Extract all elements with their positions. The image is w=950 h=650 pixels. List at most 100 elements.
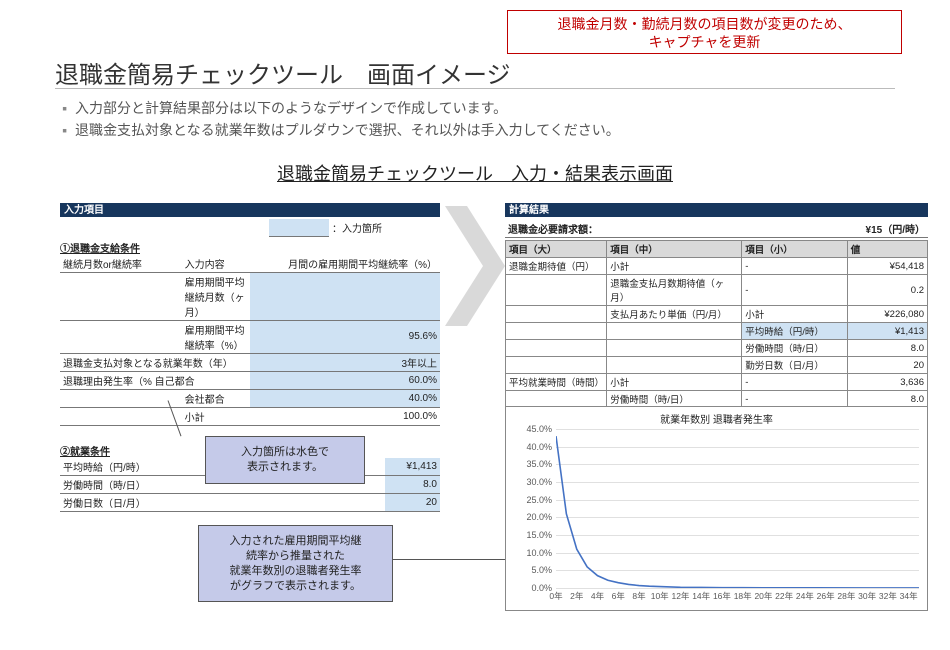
- result-cell: [506, 391, 607, 408]
- result-cell: -: [742, 275, 848, 306]
- x-axis-label: 28年: [837, 590, 855, 602]
- callout2-connector: [393, 559, 506, 560]
- s1-h3: 月間の雇用期間平均継続率（%）: [250, 255, 440, 273]
- x-axis-label: 22年: [775, 590, 793, 602]
- row-subtotal-label: 小計: [182, 407, 250, 425]
- row-cont-months-val[interactable]: [250, 272, 440, 320]
- subheading: 退職金簡易チェックツール 入力・結果表示画面: [0, 160, 950, 186]
- y-axis-label: 15.0%: [526, 530, 552, 540]
- y-axis-label: 10.0%: [526, 548, 552, 558]
- result-cell: 勤労日数（日/月）: [742, 357, 848, 374]
- x-axis-label: 14年: [692, 590, 710, 602]
- x-axis-label: 0年: [549, 590, 562, 602]
- result-cell: 小計: [742, 306, 848, 323]
- result-cell: [506, 340, 607, 357]
- result-cell: 20: [847, 357, 927, 374]
- result-cell: 労働時間（時/日）: [607, 391, 742, 408]
- callout-chart: 入力された雇用期間平均継 続率から推量された 就業年数別の退職者発生率 がグラフ…: [198, 525, 393, 602]
- result-cell: [607, 357, 742, 374]
- callout2-l4: がグラフで表示されます。: [209, 579, 382, 594]
- result-cell: ¥226,080: [847, 306, 927, 323]
- y-axis-label: 35.0%: [526, 459, 552, 469]
- x-axis-label: 20年: [754, 590, 772, 602]
- row-reason-self-label: 退職理由発生率（% 自己都合: [60, 371, 250, 389]
- intro-bullets: 入力部分と計算結果部分は以下のようなデザインで作成しています。 退職金支払対象と…: [75, 97, 620, 142]
- result-cell: [506, 323, 607, 340]
- result-cell: 退職金支払月数期待値（ヶ月）: [607, 275, 742, 306]
- x-axis-label: 8年: [632, 590, 645, 602]
- result-cell: [506, 275, 607, 306]
- callout1-l2: 表示されます。: [216, 460, 354, 475]
- row-wage-val[interactable]: ¥1,413: [385, 458, 440, 476]
- y-axis-label: 5.0%: [531, 565, 552, 575]
- result-cell: 平均時給（円/時）: [742, 323, 848, 340]
- req-value: ¥15（円/時）: [866, 221, 925, 236]
- notice-line2: キャプチャを更新: [508, 33, 901, 51]
- result-cell: ¥1,413: [847, 323, 927, 340]
- s1-h2: 入力内容: [182, 255, 250, 273]
- result-cell: 小計: [607, 374, 742, 391]
- col-small: 項目（小）: [742, 241, 848, 258]
- retirement-rate-chart: 就業年数別 退職者発生率 0.0%5.0%10.0%15.0%20.0%25.0…: [505, 406, 928, 611]
- x-axis-label: 34年: [900, 590, 918, 602]
- result-cell: 8.0: [847, 391, 927, 408]
- section1-title: ①退職金支給条件: [60, 240, 440, 255]
- bullet-1: 入力部分と計算結果部分は以下のようなデザインで作成しています。: [75, 97, 620, 119]
- row-cont-rate-label: 雇用期間平均継続率（%）: [182, 320, 250, 353]
- x-axis-label: 6年: [612, 590, 625, 602]
- row-reason-corp-val[interactable]: 40.0%: [250, 389, 440, 407]
- result-header: 計算結果: [505, 203, 928, 217]
- result-cell: [607, 323, 742, 340]
- x-axis-label: 12年: [671, 590, 689, 602]
- row-days-label: 労働日数（日/月）: [60, 493, 385, 511]
- row-reason-self-val[interactable]: 60.0%: [250, 371, 440, 389]
- notice-line1: 退職金月数・勤続月数の項目数が変更のため、: [508, 15, 901, 33]
- callout2-l1: 入力された雇用期間平均継: [209, 534, 382, 549]
- callout2-l3: 就業年数別の退職者発生率: [209, 564, 382, 579]
- result-cell: [506, 357, 607, 374]
- row-hours-val[interactable]: 8.0: [385, 475, 440, 493]
- x-axis-label: 2年: [570, 590, 583, 602]
- result-cell: 退職金期待値（円）: [506, 258, 607, 275]
- x-axis-label: 30年: [858, 590, 876, 602]
- x-axis-label: 4年: [591, 590, 604, 602]
- result-cell: 0.2: [847, 275, 927, 306]
- row-pay-years-label: 退職金支払対象となる就業年数（年）: [60, 353, 250, 371]
- legend-label: ：入力箇所: [329, 219, 440, 236]
- y-axis-label: 40.0%: [526, 442, 552, 452]
- y-axis-label: 45.0%: [526, 424, 552, 434]
- callout-input-color: 入力箇所は水色で 表示されます。: [205, 436, 365, 484]
- row-pay-years-val[interactable]: 3年以上: [250, 353, 440, 371]
- y-axis-label: 20.0%: [526, 512, 552, 522]
- bullet-2: 退職金支払対象となる就業年数はプルダウンで選択、それ以外は手入力してください。: [75, 119, 620, 141]
- col-large: 項目（大）: [506, 241, 607, 258]
- x-axis-label: 26年: [817, 590, 835, 602]
- result-cell: -: [742, 391, 848, 408]
- result-cell: -: [742, 258, 848, 275]
- result-cell: 小計: [607, 258, 742, 275]
- notice-box: 退職金月数・勤続月数の項目数が変更のため、 キャプチャを更新: [507, 10, 902, 54]
- x-axis-label: 10年: [651, 590, 669, 602]
- callout2-l2: 続率から推量された: [209, 549, 382, 564]
- x-axis-label: 18年: [734, 590, 752, 602]
- col-val: 値: [847, 241, 927, 258]
- result-cell: 労働時間（時/日）: [742, 340, 848, 357]
- legend-swatch: [269, 219, 329, 236]
- result-cell: 3,636: [847, 374, 927, 391]
- row-days-val[interactable]: 20: [385, 493, 440, 511]
- s1-h1: 継続月数or継続率: [60, 255, 182, 273]
- row-reason-corp-label: 会社都合: [182, 389, 250, 407]
- input-header: 入力項目: [60, 203, 440, 217]
- result-cell: [607, 340, 742, 357]
- result-cell: [506, 306, 607, 323]
- x-axis-label: 32年: [879, 590, 897, 602]
- y-axis-label: 25.0%: [526, 495, 552, 505]
- title-rule: [55, 88, 895, 89]
- result-cell: 支払月あたり単価（円/月）: [607, 306, 742, 323]
- result-cell: 平均就業時間（時間）: [506, 374, 607, 391]
- result-cell: ¥54,418: [847, 258, 927, 275]
- req-label: 退職金必要請求額：: [508, 221, 598, 236]
- row-cont-rate-val[interactable]: 95.6%: [250, 320, 440, 353]
- callout1-l1: 入力箇所は水色で: [216, 445, 354, 460]
- result-cell: -: [742, 374, 848, 391]
